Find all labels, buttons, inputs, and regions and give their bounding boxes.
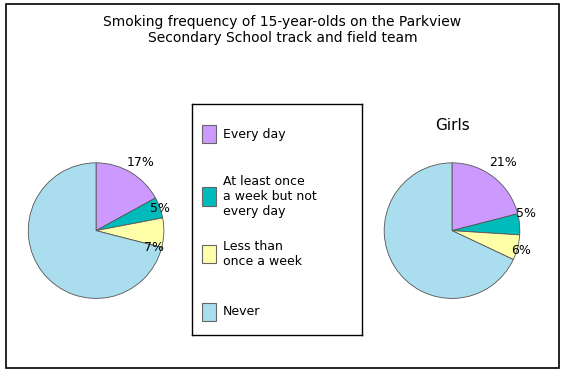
Text: 68%: 68% — [313, 275, 341, 288]
Wedge shape — [96, 218, 164, 247]
Wedge shape — [28, 163, 162, 298]
Wedge shape — [452, 231, 520, 260]
Bar — [202, 245, 216, 263]
Text: Girls: Girls — [434, 118, 470, 133]
Text: At least once
a week but not
every day: At least once a week but not every day — [223, 175, 316, 218]
Text: Every day: Every day — [223, 128, 285, 141]
Bar — [202, 125, 216, 143]
Wedge shape — [96, 198, 163, 231]
Text: Smoking frequency of 15-year-olds on the Parkview
Secondary School track and fie: Smoking frequency of 15-year-olds on the… — [103, 15, 462, 45]
Text: 6%: 6% — [511, 244, 531, 257]
Bar — [202, 187, 216, 206]
Text: 21%: 21% — [489, 156, 517, 169]
Text: Less than
once a week: Less than once a week — [223, 240, 302, 268]
Wedge shape — [96, 163, 155, 231]
Wedge shape — [384, 163, 514, 298]
Text: 5%: 5% — [516, 207, 536, 220]
Wedge shape — [452, 163, 518, 231]
Bar — [202, 302, 216, 321]
Wedge shape — [452, 214, 520, 235]
Text: 7%: 7% — [144, 241, 163, 254]
Text: 17%: 17% — [127, 156, 154, 169]
Text: 5%: 5% — [150, 202, 170, 215]
Text: Never: Never — [223, 305, 260, 318]
